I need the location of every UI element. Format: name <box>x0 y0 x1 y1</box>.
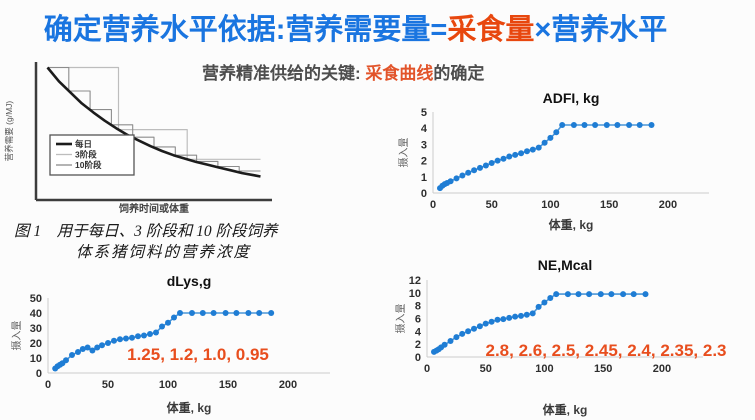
svg-text:1.25, 1.2, 1.0, 0.95: 1.25, 1.2, 1.0, 0.95 <box>127 345 269 364</box>
svg-text:5: 5 <box>421 107 427 119</box>
svg-text:2: 2 <box>421 156 427 168</box>
svg-text:饲养时间或体重: 饲养时间或体重 <box>118 202 189 215</box>
svg-text:200: 200 <box>653 363 671 375</box>
figure1-caption-line2: 体系猪饲料的营养浓度 <box>76 244 252 261</box>
svg-text:4: 4 <box>415 326 422 338</box>
svg-text:20: 20 <box>30 338 42 350</box>
svg-text:营养需要 (g/MJ): 营养需要 (g/MJ) <box>4 101 14 162</box>
svg-text:10: 10 <box>409 288 421 300</box>
page-title: 确定营养水平依据:营养需要量=采食量×营养水平 <box>0 6 755 48</box>
svg-text:2: 2 <box>415 339 421 351</box>
svg-text:NE,Mcal: NE,Mcal <box>538 257 592 273</box>
svg-text:50: 50 <box>480 363 492 375</box>
svg-text:100: 100 <box>159 379 177 391</box>
svg-text:50: 50 <box>30 293 42 305</box>
svg-text:150: 150 <box>600 199 618 211</box>
svg-text:0: 0 <box>36 368 42 380</box>
svg-text:每日: 每日 <box>75 139 92 149</box>
figure1-caption: 图 1 用于每日、3 阶段和 10 阶段饲养 体系猪饲料的营养浓度 <box>14 221 324 263</box>
svg-text:3阶段: 3阶段 <box>75 150 97 160</box>
svg-text:0: 0 <box>430 199 436 211</box>
title-segment-blue-2: ×营养水平 <box>534 14 668 46</box>
svg-text:1: 1 <box>421 172 427 184</box>
svg-text:150: 150 <box>594 363 612 375</box>
subtitle-segment-1: 营养精准供给的关键: <box>202 64 366 83</box>
svg-text:2.8, 2.6, 2.5, 2.45, 2.4,: 2.8, 2.6, 2.5, 2.45, 2.4, 2.35, 2.3 <box>485 341 726 360</box>
svg-text:摄入量: 摄入量 <box>10 321 23 351</box>
svg-text:0: 0 <box>421 188 427 200</box>
svg-text:0: 0 <box>424 363 430 375</box>
subtitle-segment-2: 的确定 <box>433 64 485 83</box>
svg-text:4: 4 <box>421 123 428 135</box>
svg-text:8: 8 <box>415 301 421 313</box>
svg-text:3: 3 <box>421 139 427 151</box>
svg-text:摄入量: 摄入量 <box>394 304 407 334</box>
svg-text:50: 50 <box>486 199 498 211</box>
svg-text:10阶段: 10阶段 <box>75 160 102 170</box>
svg-text:体重, kg: 体重, kg <box>167 400 212 415</box>
figure1-caption-line1: 图 1 用于每日、3 阶段和 10 阶段饲养 <box>14 223 278 240</box>
svg-text:6: 6 <box>415 314 421 326</box>
svg-text:摄入量: 摄入量 <box>397 138 410 168</box>
svg-text:体重, kg: 体重, kg <box>549 217 594 232</box>
svg-text:体重, kg: 体重, kg <box>543 402 588 417</box>
svg-text:40: 40 <box>30 308 42 320</box>
svg-text:150: 150 <box>219 379 237 391</box>
subtitle: 营养精准供给的关键: 采食曲线的确定 <box>202 59 484 84</box>
title-segment-blue-1: 确定营养水平依据:营养需要量= <box>43 14 448 46</box>
svg-text:100: 100 <box>535 363 553 375</box>
svg-text:0: 0 <box>45 379 51 391</box>
title-segment-red: 采食量 <box>447 14 535 46</box>
dlys-intake-chart: 0 50 100 150 200 0 10 20 30 40 50 dLys,g 体重, kg 摄入量 1.… <box>10 273 330 415</box>
svg-text:200: 200 <box>279 379 297 391</box>
svg-text:12: 12 <box>409 275 421 287</box>
svg-text:ADFI, kg: ADFI, kg <box>543 90 600 106</box>
svg-text:200: 200 <box>659 199 677 211</box>
svg-text:0: 0 <box>415 352 421 364</box>
svg-text:50: 50 <box>102 379 114 391</box>
subtitle-segment-orange: 采食曲线 <box>365 64 434 83</box>
svg-text:30: 30 <box>30 323 42 335</box>
svg-text:100: 100 <box>541 199 559 211</box>
adfi-intake-chart: 0 50 100 150 200 0 1 2 3 4 5 ADFI, kg 体重, kg 摄入量 <box>397 90 709 232</box>
svg-text:10: 10 <box>30 353 42 365</box>
svg-text:dLys,g: dLys,g <box>167 273 212 289</box>
